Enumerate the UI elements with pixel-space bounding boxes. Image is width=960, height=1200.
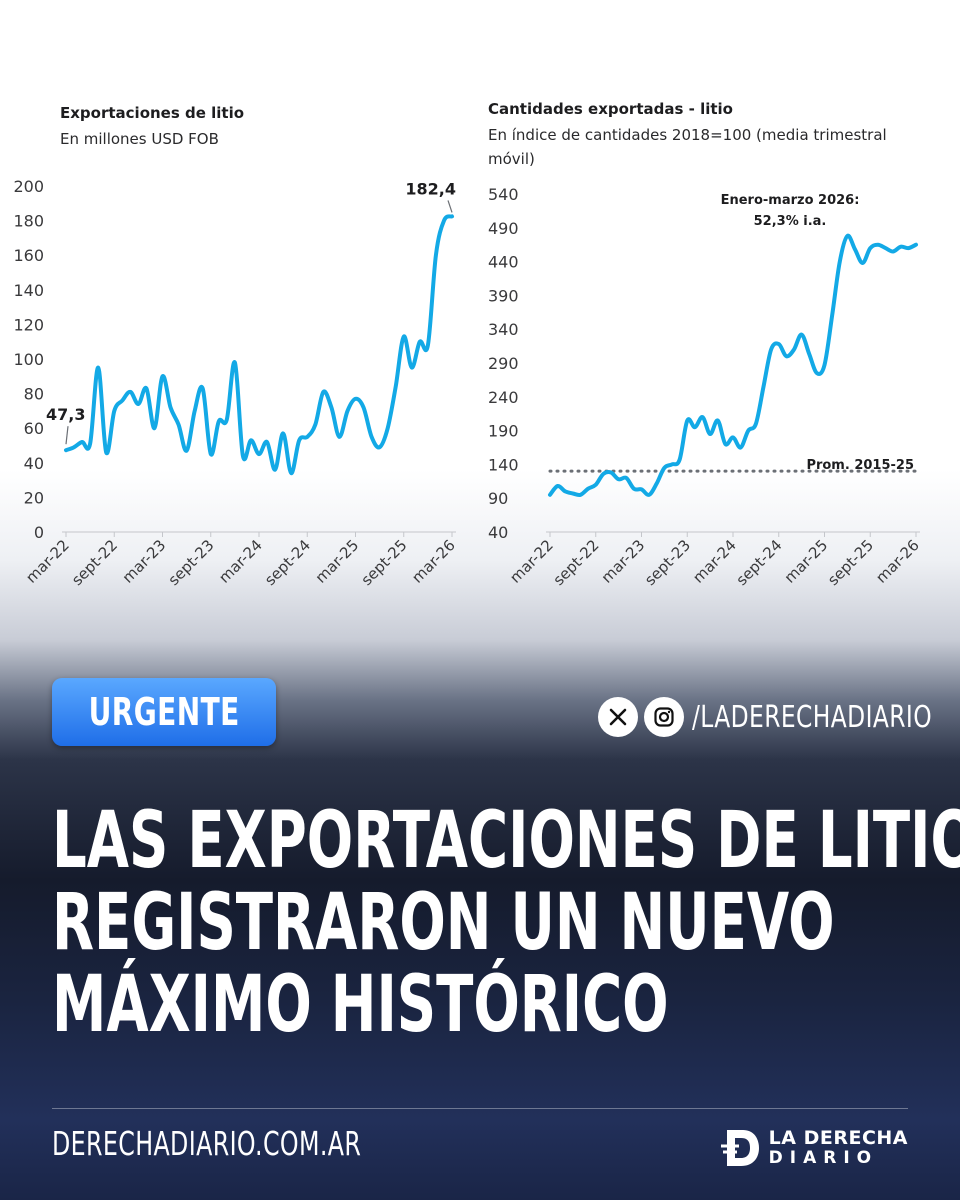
chart2-xtick-label: mar-23 xyxy=(598,536,649,587)
chart1-ytick-label: 60 xyxy=(24,419,44,438)
chart1-xtick-label: mar-23 xyxy=(119,536,170,587)
footer-divider xyxy=(52,1108,908,1109)
chart2-subtitle-line2: móvil) xyxy=(488,150,535,168)
chart1-xtick-label: mar-22 xyxy=(22,536,73,587)
chart2-ytick-label: 40 xyxy=(488,523,508,542)
chart1-xtick-label: mar-25 xyxy=(312,536,363,587)
chart2-ytick-label: 540 xyxy=(488,185,519,204)
chart1-series-line xyxy=(64,214,454,476)
headline-line-3: MÁXIMO HISTÓRICO xyxy=(52,960,669,1050)
headline-line-2: REGISTRARON UN NUEVO xyxy=(52,878,835,968)
chart1-ytick-label: 40 xyxy=(24,454,44,473)
brand-name-line1: LA DERECHA xyxy=(768,1127,908,1149)
chart1-start-leader xyxy=(65,426,69,445)
chart1-ytick-label: 120 xyxy=(13,315,44,334)
chart1-ytick-label: 0 xyxy=(34,523,44,542)
charts-panel: Exportaciones de litio En millones USD F… xyxy=(0,62,960,642)
chart2-ytick-label: 240 xyxy=(488,388,519,407)
chart1-xtick-label: sept-23 xyxy=(165,536,218,589)
chart1-ytick-label: 140 xyxy=(13,281,44,300)
urgent-badge-label: URGENTE xyxy=(88,690,240,734)
chart1-xtick-label: sept-22 xyxy=(68,536,121,589)
chart1-subtitle: En millones USD FOB xyxy=(60,130,219,148)
chart2-xtick-label: mar-24 xyxy=(689,536,740,587)
chart2-xtick-label: sept-22 xyxy=(550,536,603,589)
chart2-reference-label: Prom. 2015-25 xyxy=(806,458,914,473)
chart2-xtick-label: sept-25 xyxy=(824,536,877,589)
chart2-ytick-label: 490 xyxy=(488,219,519,238)
chart2-plot: 4090140190240290340390440490540mar-22sep… xyxy=(488,185,923,589)
chart1-xtick-label: sept-25 xyxy=(358,536,411,589)
chart2-annotation-line2: 52,3% i.a. xyxy=(754,214,827,229)
chart1-ytick-label: 200 xyxy=(13,177,44,196)
site-url[interactable]: DERECHADIARIO.COM.AR xyxy=(52,1124,362,1163)
chart1-title: Exportaciones de litio xyxy=(60,104,244,122)
chart1-xtick-label: mar-24 xyxy=(215,536,266,587)
chart2-ytick-label: 140 xyxy=(488,455,519,474)
x-icon[interactable] xyxy=(598,697,638,737)
charts-svg: Exportaciones de litio En millones USD F… xyxy=(13,100,923,589)
chart2-ytick-label: 90 xyxy=(488,489,508,508)
social-handle-group[interactable]: /LADERECHADIARIO xyxy=(598,694,933,740)
chart2-xtick-label: sept-23 xyxy=(641,536,694,589)
headline-line-1: LAS EXPORTACIONES DE LITIO xyxy=(52,796,960,886)
chart2-series-line xyxy=(548,233,918,498)
chart2-annotation-line1: Enero-marzo 2026: xyxy=(721,193,860,208)
chart2-title: Cantidades exportadas - litio xyxy=(488,100,733,118)
chart2-ytick-label: 290 xyxy=(488,354,519,373)
chart2-xtick-label: mar-26 xyxy=(872,536,923,587)
chart1-xtick-label: mar-26 xyxy=(408,536,459,587)
chart1-end-label: 182,4 xyxy=(405,179,456,198)
headline: LAS EXPORTACIONES DE LITIO REGISTRARON U… xyxy=(52,796,960,1050)
chart2-xtick-label: sept-24 xyxy=(733,536,786,589)
chart1-end-leader xyxy=(447,200,453,213)
chart1-xtick-label: sept-24 xyxy=(261,536,314,589)
chart1-ytick-label: 160 xyxy=(13,246,44,265)
chart2-ytick-label: 190 xyxy=(488,422,519,441)
urgent-badge: URGENTE xyxy=(52,678,276,746)
instagram-icon[interactable] xyxy=(644,697,684,737)
chart1-ytick-label: 20 xyxy=(24,488,44,507)
chart1-plot: 0 20 40 60 80 100 120 140 160 180 200 mar-22sept-22… xyxy=(13,177,458,589)
brand-logo: LA DERECHA DIARIO xyxy=(720,1126,908,1170)
chart2-ytick-label: 390 xyxy=(488,286,519,305)
brand-name-line2: DIARIO xyxy=(768,1148,879,1168)
top-blank-area xyxy=(0,0,960,62)
chart1-ytick-label: 80 xyxy=(24,385,44,404)
chart1-start-label: 47,3 xyxy=(46,405,85,424)
chart2-subtitle-line1: En índice de cantidades 2018=100 (media … xyxy=(488,126,887,144)
chart1-ytick-label: 180 xyxy=(13,212,44,231)
chart2-ytick-label: 440 xyxy=(488,253,519,272)
brand-mark-icon xyxy=(720,1130,759,1166)
chart2-ytick-label: 340 xyxy=(488,320,519,339)
chart2-xtick-label: mar-25 xyxy=(781,536,832,587)
social-handle[interactable]: /LADERECHADIARIO xyxy=(692,699,933,735)
chart1-ytick-label: 100 xyxy=(13,350,44,369)
chart2-xtick-label: mar-22 xyxy=(506,536,557,587)
